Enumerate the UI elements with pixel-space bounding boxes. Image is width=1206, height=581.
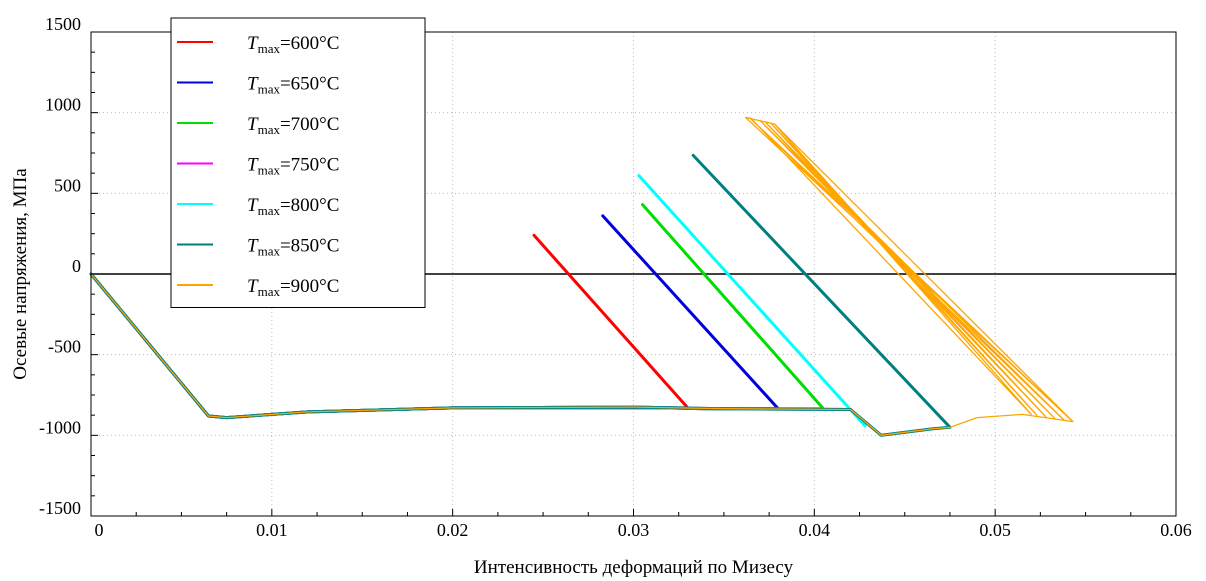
legend-entry: Tmax=600°C — [247, 33, 339, 56]
legend-entry-prefix: T — [247, 155, 259, 176]
y-tick-label: 1000 — [45, 95, 81, 115]
legend-entry-prefix: T — [247, 276, 259, 297]
y-tick-label: -1500 — [39, 498, 81, 518]
x-tick-label: 0.06 — [1160, 520, 1192, 540]
x-axis-title: Интенсивность деформаций по Мизесу — [474, 557, 794, 578]
legend-entry-suffix: =900°C — [280, 276, 340, 297]
series-lines — [89, 116, 1074, 437]
y-tick-label: 0 — [72, 256, 81, 276]
legend-entry-sub: max — [258, 163, 281, 178]
tick-marks — [90, 31, 1177, 517]
legend-entry-prefix: T — [247, 74, 259, 95]
y-tick-label: -1000 — [39, 417, 81, 437]
x-tick-label: 0.04 — [799, 520, 831, 540]
legend-entry: Tmax=700°C — [247, 114, 339, 137]
legend-entry-sub: max — [258, 244, 281, 259]
y-tick-label: 1500 — [45, 14, 81, 34]
legend-entry-sub: max — [258, 82, 281, 97]
series-line-7 — [90, 116, 1074, 436]
legend-entry-sub: max — [258, 122, 281, 137]
y-tick-labels: -1500 -1000 -500 0 500 1000 1500 — [39, 14, 81, 518]
legend-entry: Tmax=800°C — [247, 195, 339, 218]
legend-entry-suffix: =750°C — [280, 155, 340, 176]
legend-entry: Tmax=850°C — [247, 236, 339, 259]
legend-entry-suffix: =850°C — [280, 236, 340, 257]
legend-entry-sub: max — [258, 41, 281, 56]
y-tick-label: 500 — [54, 175, 81, 195]
legend-entry-prefix: T — [247, 195, 259, 216]
x-tick-label: 0.02 — [437, 520, 469, 540]
legend-entry: Tmax=650°C — [247, 74, 339, 97]
legend-entry-prefix: T — [247, 33, 259, 54]
x-tick-label: 0.05 — [979, 520, 1011, 540]
legend-entry: Tmax=900°C — [247, 276, 339, 299]
y-axis-title: Осевые напряжения, МПа — [10, 168, 31, 380]
x-tick-label: 0 — [95, 520, 104, 540]
legend: Tmax=600°CTmax=650°CTmax=700°CTmax=750°C… — [170, 17, 426, 308]
legend-entry-suffix: =650°C — [280, 74, 340, 95]
x-tick-labels: 0 0.01 0.02 0.03 0.04 0.05 0.06 — [95, 520, 1192, 540]
legend-entry-suffix: =600°C — [280, 33, 340, 54]
legend-entry-prefix: T — [247, 114, 259, 135]
legend-entry-sub: max — [258, 284, 281, 299]
x-tick-label: 0.01 — [256, 520, 288, 540]
legend-entry-suffix: =800°C — [280, 195, 340, 216]
legend-entry-sub: max — [258, 203, 281, 218]
legend-box — [170, 17, 426, 308]
legend-entry: Tmax=750°C — [247, 155, 339, 178]
legend-entry-prefix: T — [247, 236, 259, 257]
legend-entry-suffix: =700°C — [280, 114, 340, 135]
x-tick-label: 0.03 — [618, 520, 650, 540]
y-tick-label: -500 — [48, 337, 81, 357]
